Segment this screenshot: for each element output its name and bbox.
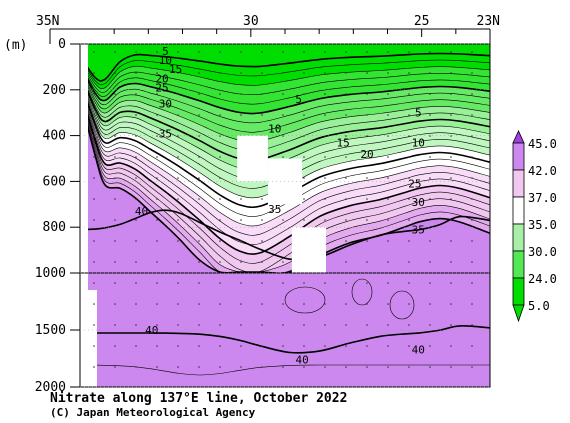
contour-label-9: 10 [268,123,281,136]
x-tick-label-3: 23N [477,14,500,29]
colorbar-segment-4 [512,250,525,279]
y-tick-label-6: 1500 [35,323,66,338]
colorbar-segment-3 [512,223,525,252]
colorbar-segment-1 [512,169,525,198]
contour-label-13: 5 [415,107,422,120]
contour-label-18: 40 [145,324,158,337]
colorbar-label-0: 45.0 [528,137,557,151]
contour-label-17: 35 [412,223,425,236]
colorbar-label-4: 30.0 [528,245,557,259]
y-tick-label-2: 400 [43,129,66,144]
contour-label-14: 10 [412,136,425,149]
contour-label-8: 5 [295,93,302,106]
chart-title: Nitrate along 137°E line, October 2022 [50,391,347,406]
y-tick-label-3: 600 [43,174,66,189]
y-axis-ticks: 0 200 400 600 800 1000 1500 2000 [35,37,490,395]
contour-label-12: 35 [268,203,281,216]
contour-label-20: 40 [412,343,425,356]
contour-label-1: 10 [159,54,172,67]
y-tick-label-4: 800 [43,220,66,235]
colorbar-label-3: 35.0 [528,218,557,232]
contour-label-5: 30 [159,98,172,111]
contour-label-4: 25 [155,82,168,95]
x-tick-label-2: 25 [414,14,430,29]
colorbar-segment-2 [512,196,525,225]
colorbar-bottom-arrow [512,304,525,323]
missing-block-2 [291,227,326,273]
colorbar-top-arrow [512,130,525,144]
contour-label-15: 25 [408,178,421,191]
colorbar-label-1: 42.0 [528,164,557,178]
y-tick-label-7: 2000 [35,380,66,395]
y-tick-label-5: 1000 [35,266,66,281]
chart-credit: (C) Japan Meteorological Agency [50,406,256,419]
contour-label-3: 20 [155,72,168,85]
colorbar-label-2: 37.0 [528,191,557,205]
x-axis-ticks: 35N 30 25 23N [36,14,500,37]
contour-label-10: 15 [336,136,349,149]
colorbar-legend: 45.0 42.0 37.0 35.0 30.0 24.0 5.0 [512,130,557,323]
y-tick-label-1: 200 [43,83,66,98]
contour-label-2: 15 [169,63,182,76]
contour-label-0: 5 [162,45,169,58]
y-unit-label: (m) [4,38,27,53]
contour-label-7: 40 [135,205,148,218]
colorbar-label-5: 24.0 [528,272,557,286]
contour-label-11: 20 [360,148,373,161]
missing-data-regions [237,135,326,273]
colorbar-label-6: 5.0 [528,299,550,313]
missing-block-0 [237,135,268,182]
y-tick-label-0: 0 [58,37,66,52]
contour-label-16: 30 [412,196,425,209]
x-tick-label-0: 35N [36,14,59,29]
contour-label-19: 40 [295,354,308,367]
contour-label-6: 35 [159,127,172,140]
x-tick-label-1: 30 [243,14,259,29]
colorbar-segment-5 [512,277,525,306]
colorbar-segment-0 [512,142,525,171]
